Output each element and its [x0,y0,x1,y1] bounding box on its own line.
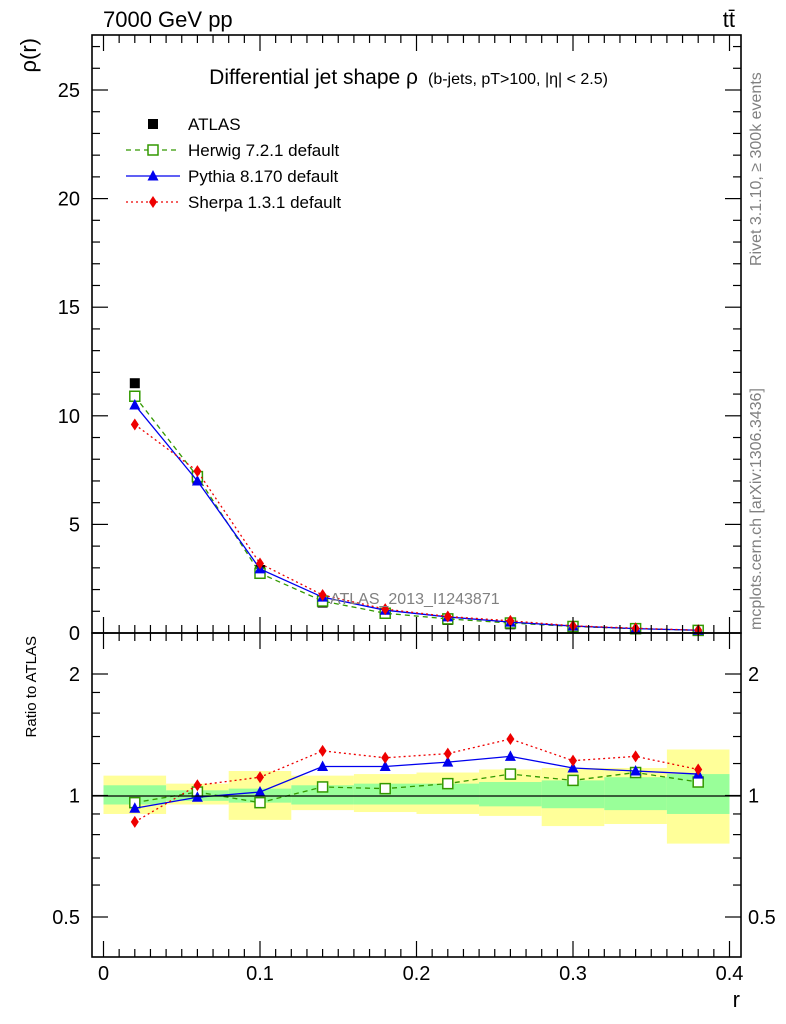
main-series [129,378,704,637]
x-axis-label: r [733,987,740,1012]
pythia-legend-marker [147,170,159,181]
ratio-y-tick-label: 2 [69,664,80,686]
herwig-legend-marker [147,144,159,156]
mcplots-reference-label: mcplots.cern.ch [arXiv:1306.3436] [748,388,765,630]
stat-uncertainty-band [416,783,480,805]
plot-title-main: Differential jet shape ρ [209,66,418,89]
sherpa-main-point [443,610,452,623]
sherpa-ratio-point [569,754,577,767]
stat-uncertainty-band [479,782,542,807]
herwig-legend-label: Herwig 7.2.1 default [188,141,339,160]
x-tick-label: 0 [98,963,109,985]
herwig-ratio-point [379,782,391,795]
sherpa-ratio-point [381,751,390,764]
stat-uncertainty-band [291,785,354,805]
chart-legend: ATLAS Herwig 7.2.1 default Pythia 8.170 de… [126,115,341,212]
herwig-ratio-point [316,781,329,793]
x-tick-label: 0.1 [246,963,274,985]
herwig-ratio-point [567,774,579,787]
main-y-tick-label: 20 [58,189,80,211]
sherpa-main-point [193,465,202,478]
ratio-y-axis-label: Ratio to ATLAS [23,636,40,737]
sherpa-ratio-line [134,738,699,823]
x-tick-label: 0.3 [559,963,587,985]
pythia-ratio-point [442,756,454,767]
main-y-tick-label: 5 [69,514,80,536]
sherpa-ratio-point [443,747,452,760]
main-y-tick-label: 0 [69,623,80,645]
sherpa-ratio-point [130,815,139,828]
sherpa-main-point [381,603,390,616]
rivet-version-label: Rivet 3.1.10, ≥ 300k events [748,72,765,266]
pythia-ratio-point [129,802,141,813]
axis-ticks: 0 5 10 15 20 25 0 0.1 0.2 0.3 0.4 0.5 0.5 1 1 2 2 [52,35,776,985]
pythia-main-point [191,474,203,486]
pythia-ratio-point [379,760,391,771]
pythia-legend-label: Pythia 8.170 default [188,167,339,186]
sherpa-ratio-point [256,771,264,784]
x-tick-label: 0.2 [403,963,431,985]
pythia-ratio-point [254,786,266,797]
pythia-ratio-point [317,760,329,771]
ratio-y-tick-label: 0.5 [52,907,80,929]
analysis-watermark: ATLAS_2013_I1243871 [330,591,500,608]
herwig-ratio-point [504,768,517,780]
herwig-ratio-point [442,777,454,790]
pythia-ratio-line [134,755,699,809]
x-tick-label: 0.4 [716,963,744,985]
sherpa-main-line [134,423,699,631]
herwig-ratio-point [254,796,266,809]
atlas-legend-label: ATLAS [188,115,241,134]
sherpa-legend-marker [149,196,157,208]
atlas-main-point [129,378,140,389]
main-y-tick-label: 10 [58,406,80,428]
main-y-tick-label: 15 [58,297,80,319]
sherpa-ratio-point [193,779,202,792]
atlas-legend-marker [148,119,158,129]
ratio-y-tick-label-right: 1 [748,786,759,808]
sherpa-ratio-point [694,763,703,776]
pythia-ratio-point [504,750,516,761]
sherpa-main-point [130,418,139,431]
sherpa-main-point [506,614,515,627]
top-y-axis-label: ρ(r) [16,38,41,73]
pythia-ratio-point [630,765,642,776]
ratio-y-tick-label-right: 0.5 [748,907,776,929]
plot-title-detail: (b-jets, pT>100, |η| < 2.5) [428,71,608,88]
sherpa-ratio-point [631,750,640,763]
ratio-series [129,733,704,828]
stat-uncertainty-band [103,785,167,805]
energy-label: 7000 GeV pp [103,7,233,32]
main-y-tick-label: 25 [58,80,80,102]
sherpa-ratio-point [318,744,327,757]
process-label: tt̄ [723,7,735,32]
ratio-y-tick-label-right: 2 [748,664,759,686]
sherpa-legend-label: Sherpa 1.3.1 default [188,193,341,212]
sherpa-main-point [256,557,264,570]
pythia-ratio-point [567,761,579,773]
ratio-y-tick-label: 1 [69,786,80,808]
sherpa-main-point [318,588,327,601]
pythia-main-point [129,398,141,410]
sherpa-ratio-point [506,733,515,746]
stat-uncertainty-band [604,777,667,811]
